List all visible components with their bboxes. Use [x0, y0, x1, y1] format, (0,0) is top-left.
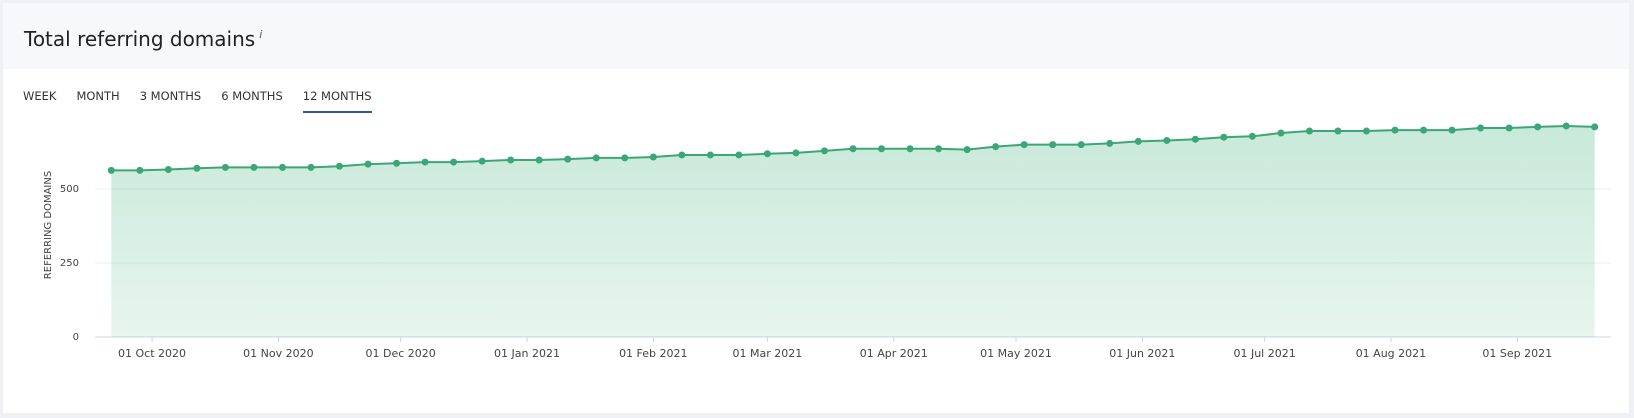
point — [307, 163, 315, 171]
point — [1420, 126, 1428, 134]
point — [1106, 139, 1114, 147]
point — [1448, 126, 1456, 134]
point — [564, 155, 572, 163]
x-tick-label: 01 Jul 2021 — [1233, 347, 1295, 360]
point — [1591, 123, 1599, 131]
point — [250, 163, 258, 171]
x-tick-label: 01 Jan 2021 — [494, 347, 560, 360]
card: Total referring domains i WEEK MONTH 3 MONT… — [3, 3, 1629, 413]
point — [1248, 132, 1256, 140]
point — [706, 151, 714, 159]
chart: REFERRING DOMAINS 0 250 500 01 Oct 2020 01 N… — [43, 122, 1611, 360]
x-tick-label: 01 Sep 2021 — [1482, 347, 1552, 360]
point — [421, 158, 429, 166]
point — [963, 146, 971, 154]
x-tick-label: 01 Apr 2021 — [860, 347, 928, 360]
point — [478, 157, 486, 165]
y-tick-label: 500 — [60, 184, 79, 195]
tab[interactable]: WEEK — [23, 89, 57, 103]
point — [1534, 123, 1542, 131]
point — [649, 153, 657, 161]
point — [535, 156, 543, 164]
point — [935, 145, 943, 153]
point — [107, 166, 115, 174]
point — [1163, 136, 1171, 144]
point — [1391, 126, 1399, 134]
tab[interactable]: 12 MONTHS — [302, 89, 372, 113]
tab[interactable]: 6 MONTHS — [221, 89, 283, 103]
point — [450, 158, 458, 166]
point — [1134, 137, 1142, 145]
y-axis-title: REFERRING DOMAINS — [43, 171, 54, 279]
title: Total referring domains i — [24, 27, 262, 51]
point — [621, 154, 629, 162]
point — [1362, 127, 1370, 135]
x-tick-label: 01 Mar 2021 — [733, 347, 803, 360]
tab[interactable]: 3 MONTHS — [139, 89, 202, 103]
point — [136, 166, 144, 174]
tab[interactable]: MONTH — [76, 89, 120, 103]
x-tick-label: 01 Oct 2020 — [118, 347, 186, 360]
x-tick-label: 01 Dec 2020 — [366, 347, 436, 360]
x-tick-label: 01 Aug 2021 — [1356, 347, 1426, 360]
point — [1277, 129, 1285, 137]
point — [906, 145, 914, 153]
point — [507, 156, 515, 164]
area — [111, 125, 1595, 338]
x-tick-label: 01 Feb 2021 — [619, 347, 687, 360]
point — [763, 150, 771, 158]
point — [1505, 124, 1513, 132]
point — [1220, 133, 1228, 141]
point — [393, 159, 401, 167]
point — [221, 163, 229, 171]
point — [820, 147, 828, 155]
point — [1305, 127, 1313, 135]
point — [1049, 141, 1057, 149]
point — [792, 149, 800, 157]
title-text: Total referring domains — [24, 27, 256, 51]
point — [1562, 122, 1570, 130]
point — [1020, 141, 1028, 149]
point — [193, 164, 201, 172]
x-tick-label: 01 May 2021 — [980, 347, 1052, 360]
point — [336, 162, 344, 170]
y-tick-label: 250 — [60, 258, 79, 269]
point — [1077, 141, 1085, 149]
point — [992, 143, 1000, 151]
point — [678, 151, 686, 159]
header: Total referring domains i — [3, 3, 1629, 69]
point — [364, 160, 372, 168]
y-tick-label: 0 — [73, 332, 79, 343]
x-tick-label: 01 Jun 2021 — [1109, 347, 1175, 360]
point — [164, 165, 172, 173]
point — [1477, 124, 1485, 132]
point — [278, 163, 286, 171]
point — [1191, 135, 1199, 143]
info-icon[interactable]: i — [259, 28, 263, 42]
tabs: WEEK MONTH 3 MONTHS 6 MONTHS 12 MONTHS — [23, 89, 372, 113]
x-tick-label: 01 Nov 2020 — [243, 347, 313, 360]
point — [592, 154, 600, 162]
point — [878, 145, 886, 153]
point — [849, 145, 857, 153]
point — [735, 151, 743, 159]
point — [1334, 127, 1342, 135]
